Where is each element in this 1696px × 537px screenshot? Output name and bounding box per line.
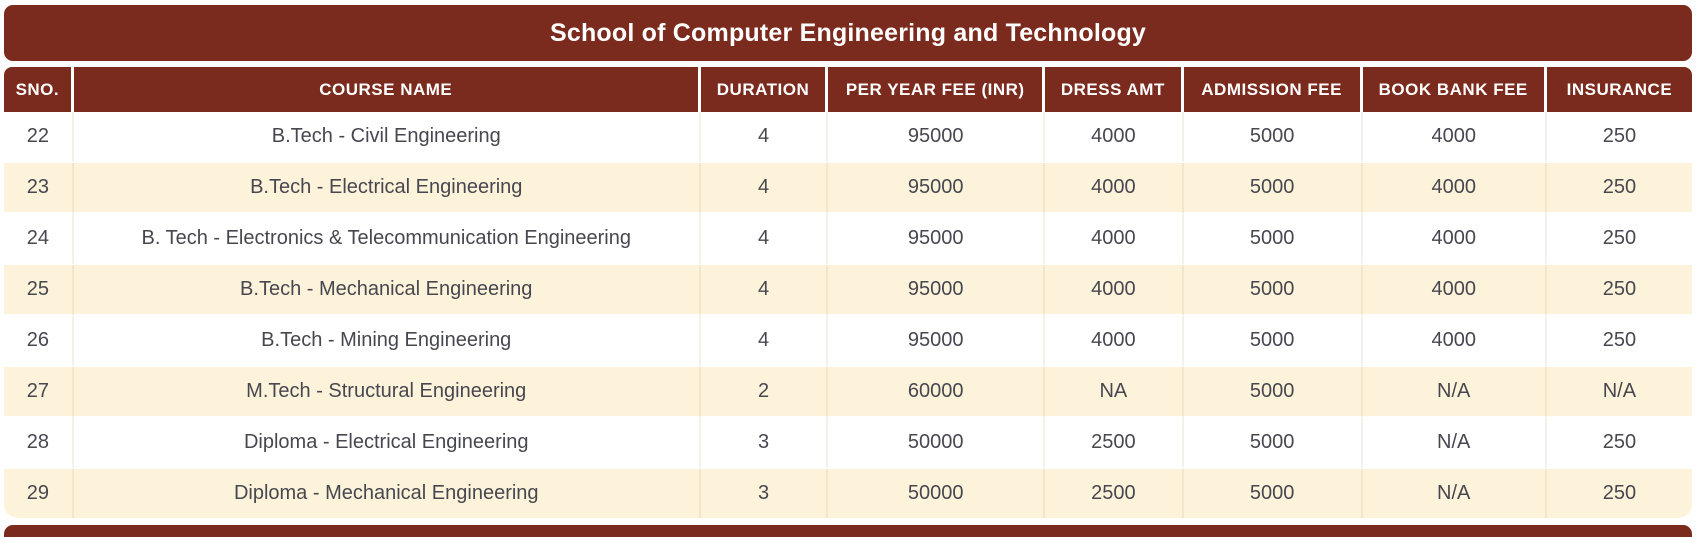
cell-course-name: B.Tech - Civil Engineering bbox=[73, 112, 701, 163]
column-header-dress-amt: DRESS AMT bbox=[1045, 67, 1184, 112]
cell-course-name: B.Tech - Electrical Engineering bbox=[73, 163, 701, 214]
cell-course-name: M.Tech - Structural Engineering bbox=[73, 367, 701, 418]
column-header-sno: SNO. bbox=[4, 67, 74, 112]
cell-insurance: N/A bbox=[1546, 367, 1692, 418]
cell-sno: 27 bbox=[4, 367, 74, 418]
cell-insurance: 250 bbox=[1546, 163, 1692, 214]
cell-course-name: Diploma - Electrical Engineering bbox=[73, 418, 701, 469]
cell-dress-amt: 4000 bbox=[1045, 316, 1184, 367]
cell-book-bank-fee: 4000 bbox=[1362, 316, 1547, 367]
cell-sno: 23 bbox=[4, 163, 74, 214]
table-row: 25 B.Tech - Mechanical Engineering 4 95000 4… bbox=[4, 265, 1692, 316]
table-row: 27 M.Tech - Structural Engineering 2 60000 N… bbox=[4, 367, 1692, 418]
cell-per-year-fee: 95000 bbox=[828, 316, 1046, 367]
cell-dress-amt: 4000 bbox=[1045, 214, 1184, 265]
table-body: 22 B.Tech - Civil Engineering 4 95000 4000 50… bbox=[4, 112, 1692, 518]
cell-admission-fee: 5000 bbox=[1183, 163, 1363, 214]
cell-duration: 4 bbox=[700, 112, 829, 163]
cell-duration: 4 bbox=[700, 163, 829, 214]
cell-duration: 3 bbox=[700, 469, 829, 518]
cell-insurance: 250 bbox=[1546, 214, 1692, 265]
cell-admission-fee: 5000 bbox=[1183, 316, 1363, 367]
cell-book-bank-fee: 4000 bbox=[1362, 112, 1547, 163]
cell-book-bank-fee: 4000 bbox=[1362, 163, 1547, 214]
cell-book-bank-fee: N/A bbox=[1362, 367, 1547, 418]
column-header-per-year-fee: PER YEAR FEE (INR) bbox=[828, 67, 1046, 112]
page-title: School of Computer Engineering and Techn… bbox=[549, 18, 1147, 47]
next-section-bar bbox=[4, 525, 1692, 537]
column-header-insurance: INSURANCE bbox=[1546, 67, 1692, 112]
cell-course-name: Diploma - Mechanical Engineering bbox=[73, 469, 701, 518]
cell-course-name: B. Tech - Electronics & Telecommunicatio… bbox=[73, 214, 701, 265]
cell-per-year-fee: 50000 bbox=[828, 469, 1046, 518]
cell-book-bank-fee: 4000 bbox=[1362, 265, 1547, 316]
cell-per-year-fee: 95000 bbox=[828, 163, 1046, 214]
cell-course-name: B.Tech - Mechanical Engineering bbox=[73, 265, 701, 316]
cell-sno: 24 bbox=[4, 214, 74, 265]
cell-sno: 25 bbox=[4, 265, 74, 316]
cell-duration: 2 bbox=[700, 367, 829, 418]
cell-book-bank-fee: N/A bbox=[1362, 469, 1547, 518]
title-bar: School of Computer Engineering and Techn… bbox=[4, 5, 1692, 61]
cell-duration: 4 bbox=[700, 265, 829, 316]
table-row: 28 Diploma - Electrical Engineering 3 50000… bbox=[4, 418, 1692, 469]
cell-admission-fee: 5000 bbox=[1183, 214, 1363, 265]
cell-duration: 3 bbox=[700, 418, 829, 469]
cell-admission-fee: 5000 bbox=[1183, 265, 1363, 316]
cell-course-name: B.Tech - Mining Engineering bbox=[73, 316, 701, 367]
cell-admission-fee: 5000 bbox=[1183, 418, 1363, 469]
column-header-admission-fee: ADMISSION FEE bbox=[1183, 67, 1363, 112]
cell-sno: 22 bbox=[4, 112, 74, 163]
column-header-course-name: COURSE NAME bbox=[73, 67, 701, 112]
cell-duration: 4 bbox=[700, 214, 829, 265]
fees-table: SNO. COURSE NAME DURATION PER YEAR FEE (… bbox=[4, 67, 1692, 518]
cell-sno: 28 bbox=[4, 418, 74, 469]
cell-dress-amt: 2500 bbox=[1045, 469, 1184, 518]
cell-admission-fee: 5000 bbox=[1183, 112, 1363, 163]
table-row: 29 Diploma - Mechanical Engineering 3 50000… bbox=[4, 469, 1692, 518]
column-header-book-bank-fee: BOOK BANK FEE bbox=[1362, 67, 1547, 112]
cell-per-year-fee: 95000 bbox=[828, 112, 1046, 163]
cell-per-year-fee: 95000 bbox=[828, 214, 1046, 265]
cell-dress-amt: 4000 bbox=[1045, 265, 1184, 316]
cell-dress-amt: NA bbox=[1045, 367, 1184, 418]
cell-dress-amt: 4000 bbox=[1045, 112, 1184, 163]
table-row: 24 B. Tech - Electronics & Telecommunicat… bbox=[4, 214, 1692, 265]
cell-insurance: 250 bbox=[1546, 316, 1692, 367]
cell-sno: 26 bbox=[4, 316, 74, 367]
column-header-duration: DURATION bbox=[700, 67, 829, 112]
cell-per-year-fee: 50000 bbox=[828, 418, 1046, 469]
cell-dress-amt: 4000 bbox=[1045, 163, 1184, 214]
table-row: 23 B.Tech - Electrical Engineering 4 95000 4… bbox=[4, 163, 1692, 214]
cell-admission-fee: 5000 bbox=[1183, 367, 1363, 418]
cell-per-year-fee: 60000 bbox=[828, 367, 1046, 418]
cell-admission-fee: 5000 bbox=[1183, 469, 1363, 518]
cell-book-bank-fee: 4000 bbox=[1362, 214, 1547, 265]
cell-book-bank-fee: N/A bbox=[1362, 418, 1547, 469]
cell-insurance: 250 bbox=[1546, 469, 1692, 518]
cell-per-year-fee: 95000 bbox=[828, 265, 1046, 316]
table-header-row: SNO. COURSE NAME DURATION PER YEAR FEE (… bbox=[4, 67, 1692, 112]
table-header: SNO. COURSE NAME DURATION PER YEAR FEE (… bbox=[4, 67, 1692, 112]
table-row: 26 B.Tech - Mining Engineering 4 95000 4000 5… bbox=[4, 316, 1692, 367]
table-row: 22 B.Tech - Civil Engineering 4 95000 4000 50… bbox=[4, 112, 1692, 163]
cell-dress-amt: 2500 bbox=[1045, 418, 1184, 469]
cell-duration: 4 bbox=[700, 316, 829, 367]
cell-insurance: 250 bbox=[1546, 418, 1692, 469]
cell-insurance: 250 bbox=[1546, 265, 1692, 316]
cell-insurance: 250 bbox=[1546, 112, 1692, 163]
cell-sno: 29 bbox=[4, 469, 74, 518]
